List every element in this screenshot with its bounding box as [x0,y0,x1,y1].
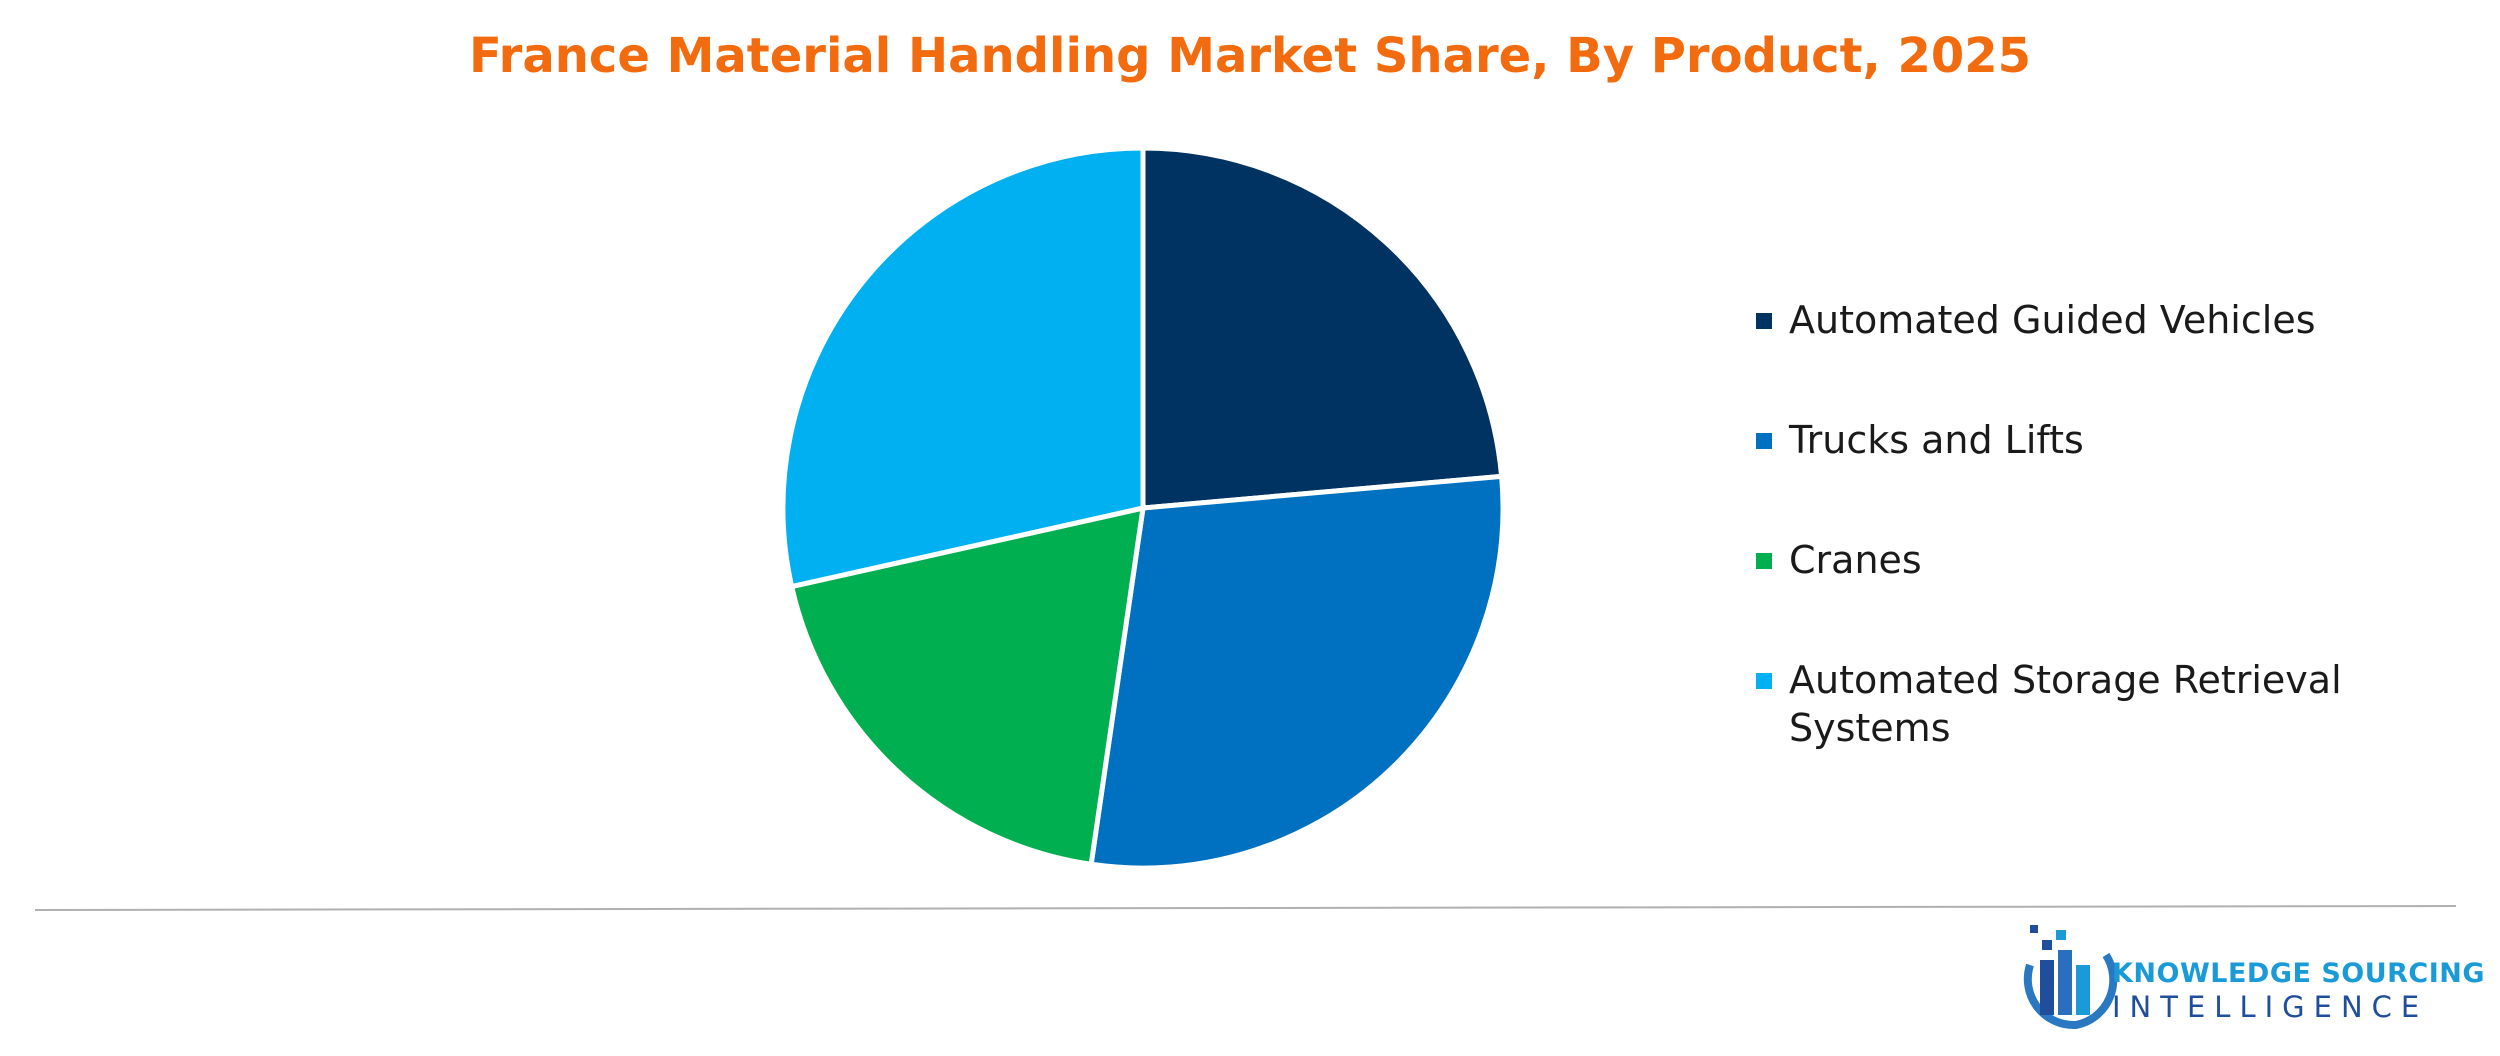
pie-slice [1140,145,1505,511]
legend-swatch [1756,433,1772,449]
legend-label: Automated Storage Retrieval Systems [1789,658,2342,750]
pie-slice [780,145,1146,590]
legend-label: Cranes [1789,538,1922,582]
logo-icon [2023,925,2118,1030]
pie-slice [788,504,1146,868]
pie [780,145,1506,871]
legend-item: Cranes [1756,536,2389,584]
legend-item: Automated Storage Retrieval Systems [1756,656,2389,752]
legend-label: Automated Guided Vehicles [1789,298,2316,342]
pie-slice [1088,473,1506,871]
chart-title: France Material Handling Market Share, B… [468,28,2032,84]
legend-swatch [1756,673,1772,689]
separator [34,905,2457,911]
legend-item: Automated Guided Vehicles [1756,296,2389,344]
logo-text: KNOWLEDGE SOURCING [2112,958,2486,989]
legend-swatch [1756,553,1772,569]
logo-text: INTELLIGENCE [2112,990,2429,1024]
legend-swatch [1756,313,1772,329]
legend: Automated Guided Vehicles Trucks and Lift… [1756,296,2389,824]
legend-item: Trucks and Lifts [1756,416,2389,464]
legend-label: Trucks and Lifts [1789,418,2084,462]
